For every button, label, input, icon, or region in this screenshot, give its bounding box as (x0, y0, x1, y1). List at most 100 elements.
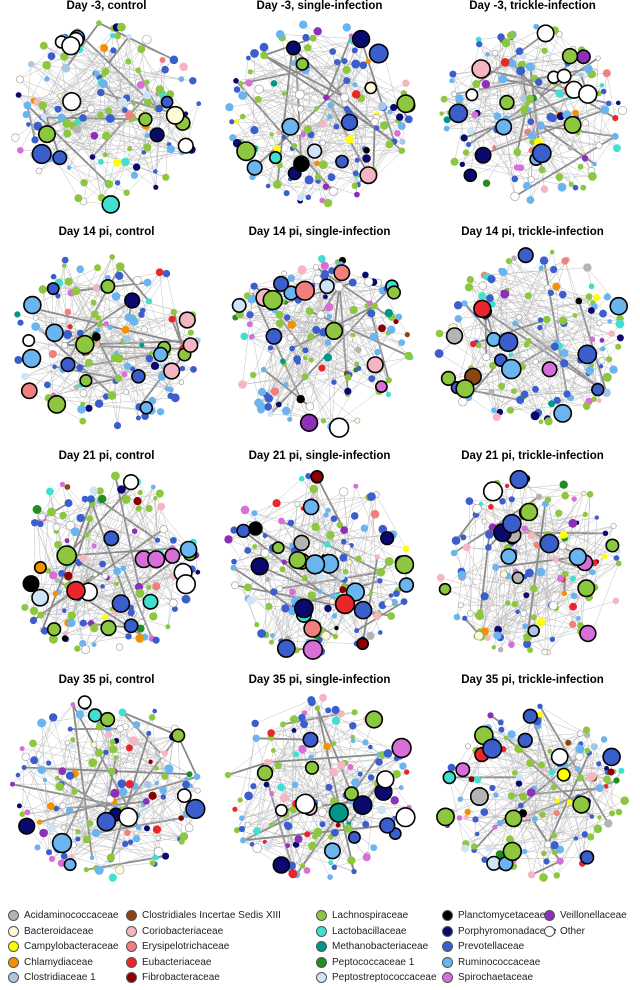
node (402, 79, 410, 87)
node (603, 293, 611, 301)
edge (594, 561, 597, 588)
node (131, 528, 138, 534)
node (138, 112, 153, 127)
edge (534, 97, 570, 127)
node (149, 127, 165, 143)
node (224, 535, 233, 544)
node (113, 422, 122, 430)
node (593, 293, 601, 302)
node (184, 776, 189, 782)
node (327, 102, 335, 109)
legend-swatch (442, 941, 453, 952)
node (70, 702, 76, 707)
node (556, 68, 572, 84)
network-graph (14, 254, 201, 430)
edge (530, 56, 584, 122)
edge (374, 121, 402, 152)
node (500, 58, 510, 67)
edge (108, 556, 155, 629)
node (581, 155, 589, 162)
edge (476, 630, 534, 637)
edge (510, 35, 589, 70)
panel-title: Day 14 pi, control (58, 226, 155, 238)
edge (439, 315, 575, 334)
node (367, 492, 376, 501)
node (455, 94, 464, 103)
node (482, 738, 503, 759)
node (111, 471, 120, 481)
node (15, 75, 24, 84)
node (550, 266, 558, 274)
node (107, 324, 113, 330)
node (142, 798, 150, 805)
edge (475, 819, 495, 828)
node (312, 264, 320, 271)
network-panel: Day 21 pi, control (0, 450, 213, 675)
node (613, 555, 620, 561)
node (460, 534, 467, 541)
edge (94, 59, 175, 136)
node (599, 338, 605, 343)
node (515, 313, 523, 321)
node (511, 600, 519, 608)
node (331, 613, 338, 619)
node (30, 756, 39, 765)
edge (38, 130, 166, 178)
edge (244, 316, 330, 337)
node (363, 277, 374, 287)
node (615, 808, 623, 816)
node (153, 847, 164, 857)
node (544, 284, 551, 291)
node (492, 413, 501, 422)
node (393, 318, 399, 325)
node (350, 738, 356, 744)
node (583, 263, 592, 272)
panel-title: Day 35 pi, single-infection (248, 674, 391, 686)
node (367, 774, 375, 781)
node (474, 631, 484, 641)
edge (508, 260, 591, 303)
edge (355, 486, 405, 602)
node (61, 63, 71, 73)
edge (282, 361, 348, 395)
node (600, 88, 607, 95)
node (156, 408, 165, 416)
edge (93, 490, 153, 639)
edge (123, 791, 182, 842)
node (541, 47, 548, 54)
node (377, 578, 383, 584)
edge (41, 769, 71, 776)
node (124, 829, 131, 836)
edge (235, 285, 392, 318)
node (19, 746, 25, 752)
node (549, 249, 555, 255)
node (596, 761, 602, 767)
node (323, 353, 332, 362)
node (250, 49, 259, 58)
edge (508, 525, 614, 557)
node (451, 536, 461, 545)
node (366, 631, 375, 640)
node (539, 533, 560, 554)
node (499, 268, 508, 277)
edge (35, 326, 96, 335)
node (547, 748, 553, 754)
node (154, 781, 159, 786)
edge (543, 768, 620, 813)
node (442, 770, 457, 785)
node (455, 379, 475, 399)
edge (242, 369, 356, 385)
node (320, 261, 329, 270)
edge (250, 595, 312, 601)
node (48, 350, 57, 359)
node (474, 776, 482, 784)
edge (267, 742, 366, 847)
edge (464, 571, 541, 619)
node (111, 292, 121, 301)
edge (56, 286, 109, 330)
node (79, 554, 88, 563)
node (366, 356, 384, 374)
edge (37, 50, 114, 103)
edge (280, 34, 362, 40)
node (593, 824, 603, 834)
